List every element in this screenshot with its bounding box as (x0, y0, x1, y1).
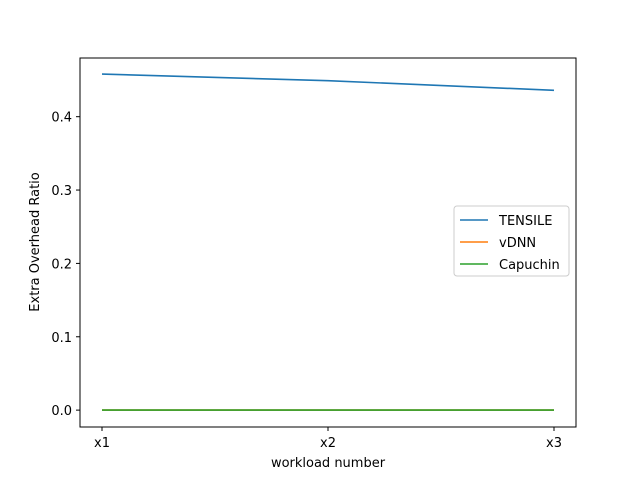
plot-frame (79, 57, 577, 428)
y-axis-label: Extra Overhead Ratio (28, 172, 43, 311)
y-tick-label: 0.0 (51, 404, 72, 419)
y-axis-ticks: 0.0 0.1 0.2 0.3 0.4 (51, 111, 80, 419)
y-tick-label: 0.2 (51, 257, 72, 272)
y-tick-label: 0.1 (51, 331, 72, 346)
legend-label: Capuchin (499, 258, 560, 273)
legend-label: TENSILE (498, 214, 552, 229)
y-tick-label: 0.3 (51, 184, 72, 199)
x-tick-label: x1 (94, 436, 110, 451)
x-axis-ticks: x1 x2 x3 (94, 427, 562, 451)
series-line-tensile (101, 73, 555, 92)
x-tick-label: x2 (320, 436, 336, 451)
legend: TENSILE vDNN Capuchin (453, 205, 570, 277)
y-tick-label: 0.4 (51, 111, 72, 126)
legend-box (453, 205, 570, 277)
x-axis-label: workload number (271, 456, 386, 471)
x-tick-label: x3 (546, 436, 562, 451)
series-lines (101, 73, 555, 411)
legend-label: vDNN (499, 236, 536, 251)
